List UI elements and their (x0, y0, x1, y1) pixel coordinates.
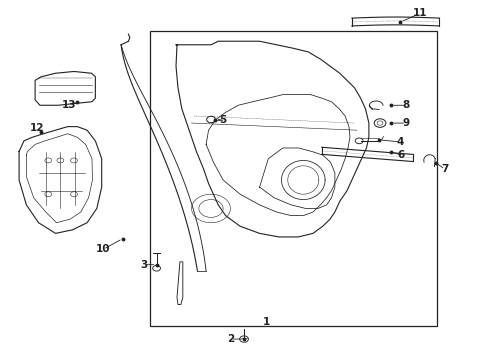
Text: 3: 3 (140, 260, 147, 270)
Text: 9: 9 (403, 118, 410, 128)
Bar (150, 31, 437, 326)
Text: 12: 12 (30, 123, 44, 134)
Text: 10: 10 (96, 244, 110, 255)
Text: 6: 6 (398, 150, 405, 160)
Text: 8: 8 (403, 100, 410, 110)
Text: 7: 7 (441, 164, 449, 174)
Text: 5: 5 (220, 114, 227, 125)
Text: 11: 11 (413, 9, 427, 18)
Text: 1: 1 (263, 317, 270, 327)
Text: 13: 13 (62, 100, 76, 110)
Text: 2: 2 (227, 334, 234, 344)
Text: 4: 4 (397, 137, 404, 147)
